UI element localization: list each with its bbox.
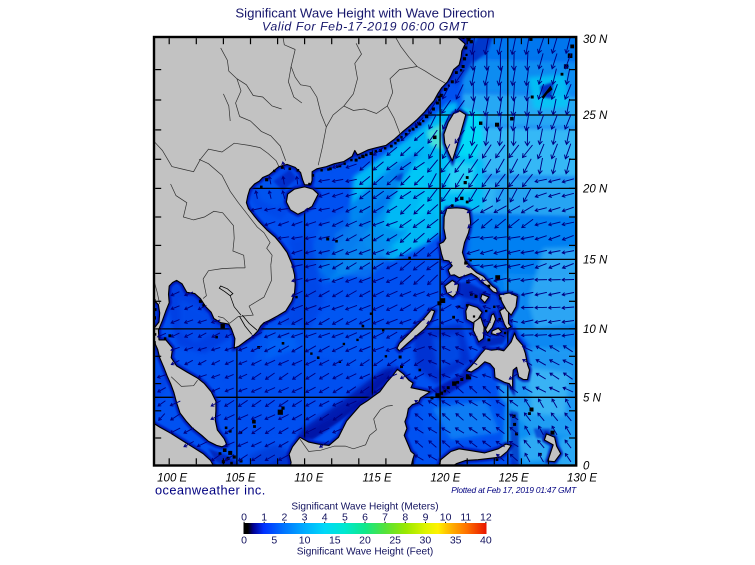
svg-text:35: 35 [450, 535, 462, 547]
svg-text:120 E: 120 E [430, 473, 460, 485]
svg-text:15: 15 [329, 535, 341, 547]
svg-text:5: 5 [342, 512, 348, 524]
svg-text:7: 7 [382, 512, 388, 524]
svg-text:10: 10 [440, 512, 452, 524]
svg-text:20 N: 20 N [582, 184, 608, 196]
svg-text:115 E: 115 E [362, 473, 392, 485]
svg-text:20: 20 [359, 535, 371, 547]
svg-text:100 E: 100 E [157, 473, 187, 485]
svg-text:40: 40 [480, 535, 492, 547]
svg-text:Significant Wave Height with W: Significant Wave Height with Wave Direct… [235, 6, 494, 21]
svg-text:12: 12 [480, 512, 492, 524]
svg-text:9: 9 [423, 512, 429, 524]
svg-text:25: 25 [389, 535, 401, 547]
svg-text:130 E: 130 E [567, 473, 597, 485]
svg-text:8: 8 [402, 512, 408, 524]
svg-text:15 N: 15 N [583, 255, 608, 267]
svg-text:4: 4 [322, 512, 328, 524]
svg-text:1: 1 [261, 512, 267, 524]
svg-text:Significant Wave Height (Meter: Significant Wave Height (Meters) [291, 502, 438, 513]
svg-text:125 E: 125 E [499, 473, 529, 485]
svg-text:5: 5 [271, 535, 277, 547]
svg-text:0: 0 [241, 535, 247, 547]
svg-text:oceanweather inc.: oceanweather inc. [155, 483, 266, 498]
svg-text:5 N: 5 N [583, 393, 602, 405]
svg-text:10: 10 [299, 535, 311, 547]
svg-text:Plotted at Feb 17, 2019 01:47: Plotted at Feb 17, 2019 01:47 GMT [451, 485, 577, 495]
svg-text:30 N: 30 N [583, 34, 608, 46]
svg-text:110 E: 110 E [294, 473, 324, 485]
svg-text:Valid For Feb-17-2019 06:00 GM: Valid For Feb-17-2019 06:00 GMT [262, 20, 469, 34]
svg-text:Significant Wave Height (Feet): Significant Wave Height (Feet) [297, 547, 434, 558]
svg-text:10 N: 10 N [583, 324, 608, 336]
svg-text:6: 6 [362, 512, 368, 524]
svg-text:0: 0 [583, 460, 590, 472]
svg-text:2: 2 [281, 512, 287, 524]
svg-text:25 N: 25 N [582, 110, 608, 122]
svg-text:3: 3 [302, 512, 308, 524]
svg-text:0: 0 [241, 512, 247, 524]
svg-text:11: 11 [460, 512, 471, 524]
svg-text:30: 30 [420, 535, 432, 547]
svg-text:105 E: 105 E [225, 473, 255, 485]
